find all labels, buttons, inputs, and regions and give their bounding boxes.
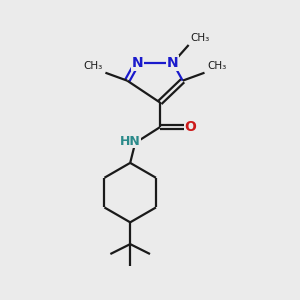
Text: O: O bbox=[185, 120, 197, 134]
Text: CH₃: CH₃ bbox=[208, 61, 227, 71]
Text: N: N bbox=[131, 56, 143, 70]
Text: CH₃: CH₃ bbox=[190, 33, 210, 43]
Text: HN: HN bbox=[120, 135, 141, 148]
Text: CH₃: CH₃ bbox=[83, 61, 102, 71]
Text: N: N bbox=[167, 56, 178, 70]
